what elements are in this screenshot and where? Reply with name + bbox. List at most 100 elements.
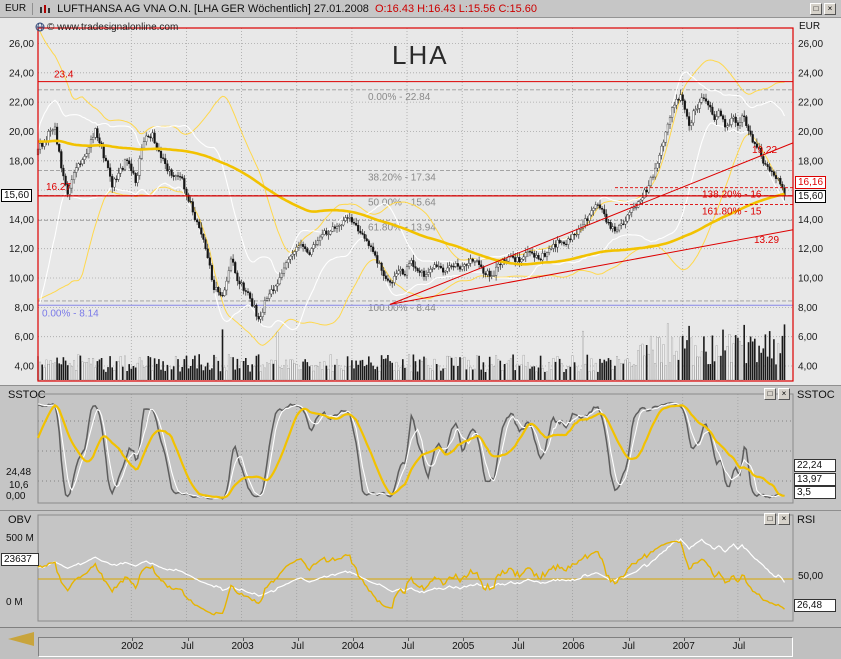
panel-border [37,514,794,622]
x-axis-label: Jul [511,641,525,652]
last-price-box-left: 15,60 [1,189,33,202]
x-axis-tick [463,638,465,641]
sma-gold [37,139,785,266]
last-price-box-right: 15,60 [795,190,827,203]
resistance-label: 23.4 [54,70,74,81]
stochastic-chart-canvas[interactable] [0,386,841,511]
fib-label: 100.00% - 8.44 [368,303,436,314]
time-axis: 2002 Jul 2003 Jul 2004 Jul 2005 Jul 2006 Jul 2007 J… [0,627,841,659]
y-axis-label-left: 10,00 [9,274,34,285]
rsi-title-right: RSI [797,514,816,526]
obv-scale-top: 500 M [6,533,34,544]
trendline-label: 19.22 [752,145,777,156]
trendline[interactable] [389,142,794,305]
x-axis-label: 2002 [121,641,144,652]
y-axis-label-left: 26,00 [9,39,34,50]
selection-border [37,27,794,382]
x-axis-tick [408,638,409,641]
x-axis-tick [738,638,740,641]
sstoc-value-box: 3,5 [794,486,836,499]
x-axis-label: Jul [401,641,415,652]
x-axis-tick [683,638,685,641]
y-axis-label-left: 20,00 [9,127,34,138]
x-axis-label: Jul [732,641,746,652]
time-axis-strip[interactable]: 2002 Jul 2003 Jul 2004 Jul 2005 Jul 2006 Jul 2007 J… [38,637,793,657]
chart-symbol-title: LHA [392,40,449,70]
fib-label: 38.20% - 17.34 [368,172,436,183]
sstoc-value-label: 24,48 [6,467,32,478]
y-axis-label-left: 4,00 [15,362,35,373]
x-axis-tick [518,638,520,641]
x-axis-label: 2003 [231,641,254,652]
x-axis-label: Jul [622,641,635,652]
fib-label: 50.00% - 15.64 [368,197,436,208]
stochastic-panel: SSTOC □ × SSTOC 24,48 10,6 0,00 22,24 13… [0,385,841,510]
panel-controls: □ × [764,513,790,525]
fib-extension-label: 138.20% - 16 [702,190,762,201]
band-yellow-lower [37,133,785,346]
trendline-label: 13.29 [754,235,779,246]
fib-label: 0.00% - 22.84 [368,92,431,103]
instrument-icon [39,3,51,15]
y-axis-label-left: 22,00 [9,98,34,109]
close-button[interactable]: × [824,2,836,15]
price-chart-canvas[interactable]: 0.00% - 22.84 38.20% - 17.34 50.00% - 15.6… [0,18,841,385]
x-axis-tick [187,638,189,641]
y-axis-label-right: 4,00 [798,362,818,373]
y-axis-label-right: 24,00 [798,68,823,79]
titlebar-divider [32,2,34,15]
x-axis-tick [132,638,134,641]
obv-value-box: 23637 [1,553,39,566]
fib-zero-label: 0.00% - 8.14 [42,308,99,319]
x-axis-label: 2006 [562,641,585,652]
stoch-smooth-line [36,404,785,499]
x-axis-label: Jul [291,641,305,652]
fib-extension-label: 161.80% - 15 [702,206,762,217]
stoch-k-line [37,402,785,500]
x-axis-tick [297,638,299,641]
y-axis-label-left: 6,00 [15,332,35,343]
obv-rsi-chart-canvas[interactable] [0,511,841,628]
y-axis-label-right: 6,00 [798,332,818,343]
sstoc-value-label: 0,00 [6,491,26,502]
volume-bars [37,323,786,381]
y-axis-label-right: 12,00 [798,244,823,255]
panel-close-button[interactable]: × [778,513,790,525]
x-axis-tick [628,638,630,641]
rsi-line [37,540,785,616]
price-annotation: 16.27 [46,182,71,193]
y-axis-label-right: 20,00 [798,127,823,138]
panel-close-button[interactable]: × [778,388,790,400]
x-axis-label: 2004 [341,641,365,652]
panel-maximize-button[interactable]: □ [764,388,776,400]
bollinger-upper [37,71,785,275]
maximize-button[interactable]: □ [810,2,822,15]
x-axis-label: 2007 [672,641,695,652]
y-axis-label-left: 14,00 [9,215,34,226]
y-axis-label-right: 18,00 [798,156,823,167]
x-axis-tick [352,638,354,641]
rsi-mid-label: 50,00 [798,571,824,582]
ohlc-readout: O:16.43 H:16.43 L:15.56 C:15.60 [374,2,537,15]
sstoc-title-left: SSTOC [8,389,46,401]
y-axis-label-right: 10,00 [798,274,823,285]
x-axis-label: 2005 [452,641,475,652]
x-axis-label: Jul [181,641,194,652]
trendline[interactable] [390,229,794,305]
y-axis-label-right: 8,00 [798,303,818,314]
panel-maximize-button[interactable]: □ [764,513,776,525]
x-axis-tick [242,638,244,641]
price-panel: 0.00% - 22.84 38.20% - 17.34 50.00% - 15.6… [0,18,841,385]
y-axis-label-left: 12,00 [9,244,34,255]
sstoc-value-box: 13,97 [794,473,836,486]
x-axis-tick [573,638,575,641]
obv-scale-bottom: 0 M [6,597,23,608]
scroll-left-arrow[interactable] [8,632,34,646]
titlebar: EUR LUFTHANSA AG VNA O.N. [LHA GER Wöche… [0,0,841,18]
sstoc-title-right: SSTOC [797,389,835,401]
panel-controls: □ × [764,388,790,400]
sstoc-value-box: 22,24 [794,459,836,472]
sstoc-value-label: 10,6 [9,480,29,491]
candlesticks [36,89,786,324]
y-axis-label-right: 14,00 [798,215,823,226]
